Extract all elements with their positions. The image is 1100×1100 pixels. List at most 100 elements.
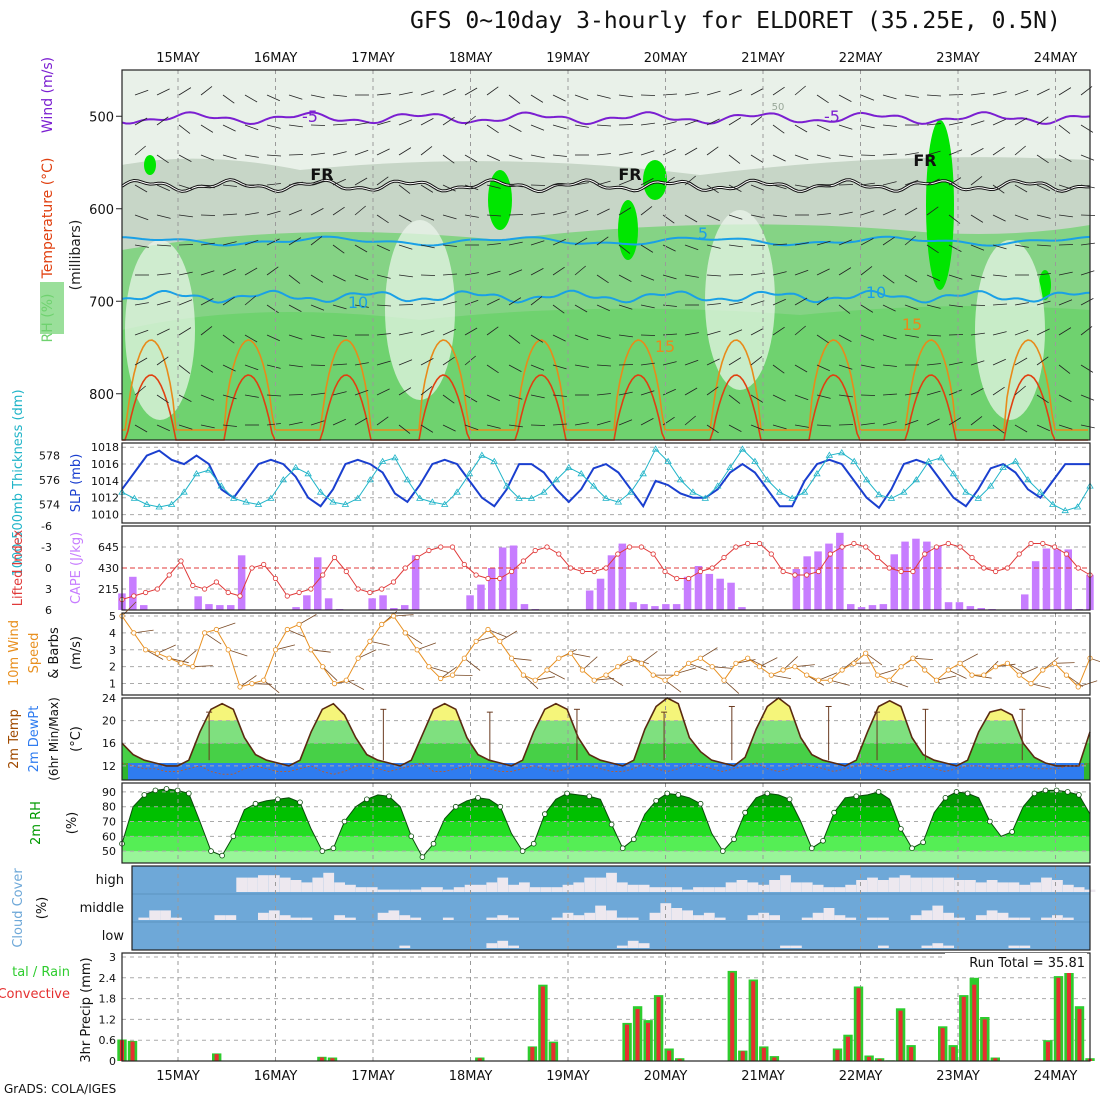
lifted-index-point — [768, 551, 774, 557]
surface-wind-barb — [1007, 662, 1025, 674]
thickness-point — [552, 476, 561, 483]
cloud-bar-high — [519, 882, 530, 892]
rh-point — [697, 800, 704, 807]
lifted-index-point — [969, 554, 975, 561]
cloud-bar-middle — [595, 905, 606, 920]
thickness-point — [1049, 500, 1057, 507]
wind-speed-point — [992, 664, 999, 670]
wind-speed-point — [922, 667, 928, 673]
cloud-bar-high — [834, 887, 846, 892]
rh-axis-title-a: 2m RH — [29, 801, 44, 845]
lifted-index-point — [603, 565, 609, 571]
thickness-point — [366, 476, 374, 483]
rh-point — [497, 803, 504, 810]
cloud-bar-middle — [138, 917, 150, 920]
thickness-point — [478, 451, 486, 458]
upper-wind-barb — [1036, 88, 1050, 96]
cloud-bar-middle — [867, 917, 878, 920]
wind-speed-point — [1040, 667, 1046, 673]
cape-bar — [194, 596, 202, 610]
wind-speed-point — [745, 655, 751, 661]
cloud-bar-high — [856, 880, 867, 892]
upper-wind-barb — [596, 124, 612, 127]
cloud-level-label: middle — [80, 901, 124, 916]
rh-point — [319, 848, 326, 854]
upper-wind-barb — [728, 214, 743, 220]
upper-wind-barb — [420, 386, 433, 396]
upper-wind-barb — [134, 385, 146, 396]
contour-label: 10 — [348, 293, 368, 312]
precip-convective-bar — [982, 1019, 987, 1061]
cloud-bar-low — [399, 945, 411, 948]
wind-speed-point — [202, 630, 208, 636]
surface-wind-barb — [440, 666, 458, 679]
surface-wind-barb — [782, 656, 798, 671]
wind-speed-point — [426, 664, 432, 670]
surface-wind-barb — [712, 666, 733, 669]
upper-wind-barb — [464, 272, 479, 276]
surface-wind-barb — [1078, 680, 1098, 688]
surface-wind-barb — [959, 653, 978, 664]
upper-wind-barb — [574, 237, 588, 246]
cloud-bar-high — [867, 877, 878, 892]
thickness-tick-label: 574 — [39, 499, 60, 512]
cloud-bar-high — [845, 884, 857, 892]
cape-tick-label: 430 — [98, 562, 119, 575]
upper-wind-barb — [618, 274, 632, 282]
upper-wind-barb — [486, 184, 501, 189]
upper-wind-barb — [860, 394, 876, 396]
cloud-bar-middle — [823, 908, 835, 920]
surface-wind-barb — [369, 640, 390, 646]
cloud-bar-middle — [225, 915, 237, 920]
upper-wind-barb — [376, 120, 391, 126]
thickness-point — [999, 463, 1007, 470]
upper-wind-barb — [992, 331, 1007, 336]
thickness-point — [1011, 457, 1020, 464]
upper-wind-barb — [266, 394, 282, 397]
upper-wind-barb — [552, 154, 567, 157]
upper-wind-barb — [266, 94, 280, 102]
upper-wind-barb — [376, 93, 391, 96]
wind-speed-point — [473, 638, 479, 644]
upper-wind-barb — [596, 274, 609, 284]
thickness-point — [453, 488, 461, 495]
temp-tick-label: 12 — [102, 760, 116, 773]
upper-wind-barb — [882, 304, 896, 312]
upper-wind-barb — [574, 422, 589, 426]
upper-wind-barb — [772, 124, 785, 134]
wind-speed-point — [1063, 672, 1070, 678]
upper-wind-barb — [376, 148, 390, 156]
upper-wind-barb — [354, 304, 369, 308]
cloud-bar-high — [649, 887, 661, 892]
wind-speed-point — [249, 680, 255, 687]
cloud-bar-middle — [410, 917, 422, 920]
cloud-bar-low — [878, 945, 889, 948]
upper-wind-barb — [552, 364, 567, 370]
upper-wind-barb — [926, 304, 941, 309]
rh-tick-label: 70 — [102, 816, 116, 829]
cloud-bar-high — [475, 884, 487, 892]
upper-wind-barb — [618, 391, 633, 396]
date-label-top: 20MAY — [644, 51, 688, 66]
upper-wind-barb — [266, 266, 279, 276]
precip-convective-bar — [540, 986, 545, 1061]
rh-point — [719, 848, 726, 854]
cape-bar — [879, 604, 888, 610]
surface-wind-barb — [830, 679, 850, 686]
cape-bar — [901, 541, 909, 610]
upper-wind-barb — [838, 267, 852, 276]
upper-wind-barb — [244, 239, 259, 246]
surface-wind-barb — [416, 642, 437, 651]
upper-wind-barb — [288, 394, 304, 396]
upper-wind-barb — [288, 334, 303, 340]
upper-wind-barb — [376, 304, 392, 307]
upper-wind-barb — [618, 419, 633, 426]
rh-point — [898, 826, 904, 832]
upper-wind-barb — [288, 94, 303, 100]
date-label-top: 22MAY — [839, 51, 883, 66]
cape-bar — [520, 604, 529, 610]
upper-wind-barb — [926, 206, 939, 216]
cape-bar — [857, 607, 866, 610]
upper-wind-barb — [244, 364, 259, 371]
rh-point — [964, 790, 971, 797]
